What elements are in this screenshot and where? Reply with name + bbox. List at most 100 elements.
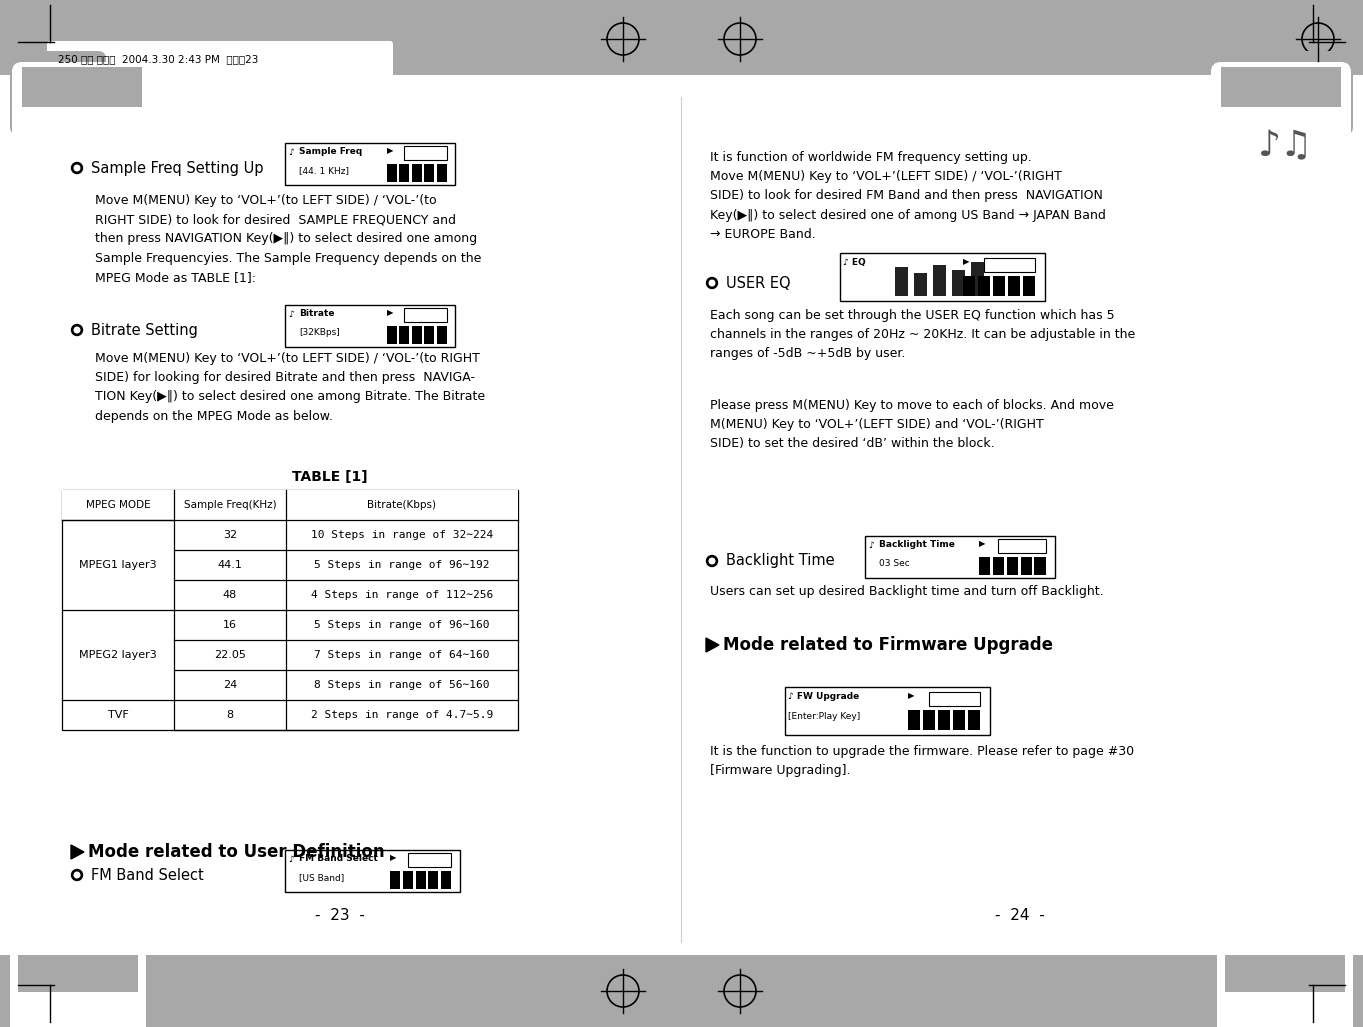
Circle shape [71, 325, 83, 336]
Text: ♪ FW Upgrade: ♪ FW Upgrade [788, 692, 859, 701]
Text: Backlight Time: Backlight Time [726, 554, 834, 569]
FancyBboxPatch shape [1217, 924, 1353, 1027]
FancyBboxPatch shape [12, 62, 153, 182]
Text: MPEG1 layer3: MPEG1 layer3 [79, 560, 157, 570]
Polygon shape [706, 638, 720, 652]
Bar [979, 557, 990, 575]
Text: 250 영문 메뉴얼  2004.3.30 2:43 PM  페이지23: 250 영문 메뉴얼 2004.3.30 2:43 PM 페이지23 [59, 54, 259, 64]
Bar [1035, 557, 1045, 575]
Circle shape [709, 280, 714, 286]
Text: 7 Steps in range of 64∼160: 7 Steps in range of 64∼160 [315, 650, 489, 660]
Text: ▶: ▶ [979, 539, 985, 548]
Text: 5 Steps in range of 96∼160: 5 Steps in range of 96∼160 [315, 620, 489, 630]
Circle shape [74, 165, 80, 170]
Bar [953, 710, 965, 730]
Bar [1007, 557, 1018, 575]
Text: 8: 8 [226, 710, 233, 720]
Bar [915, 272, 927, 281]
Circle shape [71, 162, 83, 174]
Circle shape [71, 870, 83, 880]
Text: 32: 32 [224, 530, 237, 540]
Bar [915, 280, 927, 296]
Text: [32KBps]: [32KBps] [298, 328, 339, 337]
Bar [785, 687, 990, 735]
Bar [934, 265, 946, 281]
Text: 48: 48 [224, 589, 237, 600]
Text: ♪ EQ: ♪ EQ [842, 258, 866, 267]
Text: ▶: ▶ [390, 853, 397, 862]
Bar [1225, 955, 1345, 992]
Bar [412, 164, 421, 182]
Bar [428, 871, 439, 888]
Bar [412, 326, 421, 344]
Text: Bitrate: Bitrate [298, 309, 334, 318]
Text: 22.05: 22.05 [214, 650, 245, 660]
Text: It is the function to upgrade the firmware. Please refer to page #30
[Firmware U: It is the function to upgrade the firmwa… [710, 745, 1134, 777]
Bar [442, 871, 451, 888]
Text: 2 Steps in range of 4.7∼5.9: 2 Steps in range of 4.7∼5.9 [311, 710, 493, 720]
Bar [951, 270, 965, 281]
Bar [61, 490, 518, 520]
Text: Sample Freq Setting Up: Sample Freq Setting Up [91, 160, 263, 176]
Bar [399, 326, 409, 344]
Bar [1021, 557, 1032, 575]
Text: ♪♫: ♪♫ [1258, 129, 1314, 163]
Text: Users can set up desired Backlight time and turn off Backlight.: Users can set up desired Backlight time … [710, 585, 1104, 598]
Bar [424, 326, 433, 344]
Text: [US Band]: [US Band] [298, 873, 345, 882]
FancyBboxPatch shape [10, 924, 146, 1027]
Text: Each song can be set through the USER EQ function which has 5
channels in the ra: Each song can be set through the USER EQ… [710, 309, 1135, 360]
Polygon shape [71, 845, 85, 859]
Bar [840, 253, 1045, 301]
Text: MPEG2 layer3: MPEG2 layer3 [79, 650, 157, 660]
Bar [285, 850, 459, 892]
Bar [387, 164, 397, 182]
Bar [984, 258, 1035, 272]
Text: Please press M(MENU) Key to move to each of blocks. And move
M(MENU) Key to ‘VOL: Please press M(MENU) Key to move to each… [710, 400, 1114, 451]
Text: 5 Steps in range of 96∼192: 5 Steps in range of 96∼192 [315, 560, 489, 570]
Bar [403, 871, 413, 888]
Bar [1007, 276, 1020, 296]
Bar [964, 276, 975, 296]
Text: ▶: ▶ [387, 308, 394, 317]
Bar [416, 871, 425, 888]
Text: MPEG MODE: MPEG MODE [86, 500, 150, 510]
Text: TVF: TVF [108, 710, 128, 720]
Text: Sample Freq(KHz): Sample Freq(KHz) [184, 500, 277, 510]
Bar [928, 692, 980, 707]
Bar [1221, 67, 1341, 107]
Text: ▶: ▶ [908, 691, 915, 700]
Bar [436, 326, 447, 344]
Bar [0, 955, 1363, 1027]
Text: ▶: ▶ [387, 146, 394, 155]
Bar [22, 67, 142, 107]
Circle shape [706, 277, 717, 289]
Bar [399, 164, 409, 182]
Text: ♪: ♪ [868, 541, 874, 549]
Text: FM Band Select: FM Band Select [298, 853, 378, 863]
Bar [403, 147, 447, 160]
Text: It is function of worldwide FM frequency setting up.
Move M(MENU) Key to ‘VOL+’(: It is function of worldwide FM frequency… [710, 151, 1105, 240]
Text: USER EQ: USER EQ [726, 275, 791, 291]
Text: [Enter:Play Key]: [Enter:Play Key] [788, 713, 860, 721]
Bar [387, 326, 397, 344]
Bar [923, 710, 935, 730]
FancyBboxPatch shape [1257, 51, 1353, 135]
Text: 44.1: 44.1 [218, 560, 243, 570]
Text: Mode related to Firmware Upgrade: Mode related to Firmware Upgrade [722, 636, 1054, 654]
Bar [436, 164, 447, 182]
FancyBboxPatch shape [1210, 62, 1351, 182]
Text: Bitrate Setting: Bitrate Setting [91, 322, 198, 338]
Bar [0, 0, 1363, 75]
Circle shape [74, 328, 80, 333]
Text: Sample Freq: Sample Freq [298, 147, 363, 156]
Bar [968, 710, 980, 730]
Bar [390, 871, 401, 888]
Bar [408, 853, 451, 867]
Bar [61, 490, 518, 730]
Text: Backlight Time: Backlight Time [879, 540, 955, 548]
Text: 03 Sec: 03 Sec [879, 559, 909, 568]
Bar [1022, 276, 1035, 296]
Bar [285, 305, 455, 347]
Bar [866, 536, 1055, 578]
